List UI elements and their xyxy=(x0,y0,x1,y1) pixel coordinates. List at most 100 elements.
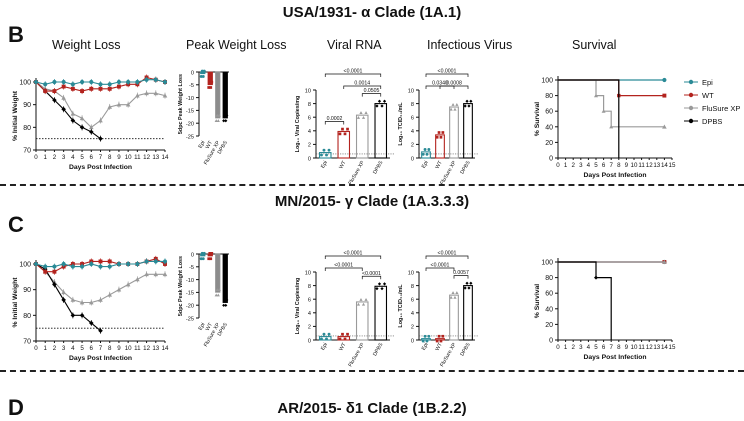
s2-virus-dot-dpbs-2 xyxy=(467,286,471,290)
s2-peak-y-tick-label-0: 0 xyxy=(191,252,194,258)
s2-weight-point-epi-2 xyxy=(52,264,57,269)
s1-rna-x-tick-label-3: DPBS xyxy=(372,160,385,176)
s2-peak-y-tick-label-1: -5 xyxy=(189,265,194,271)
s1-survival-censor-flusure-xp-2 xyxy=(594,93,598,98)
s2-weight-point-wt-7 xyxy=(98,259,103,264)
s2-weight-x-tick-label-2: 2 xyxy=(53,345,57,352)
s2-survival-x-tick-label-8: 8 xyxy=(617,344,621,351)
s2-weight-y-tick-label-1: 80 xyxy=(23,313,31,320)
s1-weight-point-epi-4 xyxy=(70,82,75,87)
s2-weight-point-epi-9 xyxy=(116,261,121,267)
s2-virus-x-tick-label-1: WT xyxy=(434,341,444,352)
s1-survival-y-tick-label-2: 40 xyxy=(545,124,553,131)
s1-weight-point-wt-4 xyxy=(70,86,75,91)
s2-weight-x-tick-label-12: 12 xyxy=(143,345,150,352)
s2-survival-x-tick-label-5: 5 xyxy=(594,344,598,351)
s1-weight-point-wt-7 xyxy=(98,86,103,91)
s2-survival-y-label: % Survival xyxy=(534,284,541,318)
s2-weight-x-tick-label-7: 7 xyxy=(99,345,103,352)
s2-survival-x-label: Days Post Infection xyxy=(583,354,646,361)
s1-survival-censor-flusure-xp-4 xyxy=(601,109,606,113)
s1-rna-pvalue-3: 0.0505 xyxy=(364,88,380,94)
s2-peak-dot-flusure-xp-3 xyxy=(217,288,221,291)
s1-weight-y-tick-label-1: 80 xyxy=(23,125,31,132)
s1-weight-point-wt-1 xyxy=(43,89,48,94)
s2-rna-dot-epi-3 xyxy=(327,332,331,336)
s1-rna-bar-flusure-xp xyxy=(355,114,369,159)
s1-weight-point-flusure-xp-9 xyxy=(116,102,122,107)
s1-virus-x-tick-label-0: Epi xyxy=(421,160,430,169)
s2-weight-point-dpbs-2 xyxy=(52,282,57,287)
s1-peak-y-tick-label-5: -25 xyxy=(186,134,194,140)
s1-survival-y-label: % Survival xyxy=(534,102,541,136)
s1-rna-bracket-2 xyxy=(324,121,345,125)
s1-weight-point-flusure-xp-8 xyxy=(107,104,113,109)
s2-rna-dot-wt-3 xyxy=(346,332,349,336)
legend-marker-2 xyxy=(688,105,694,110)
s2-weight-point-dpbs-7 xyxy=(98,328,103,334)
s1-rna-dot-flusure-xp-2 xyxy=(361,115,366,119)
s2-survival-y-tick-label-0: 0 xyxy=(549,338,553,345)
s1-virus-dot-wt-1 xyxy=(437,131,441,134)
s1-virus-y-tick-label-0: 0 xyxy=(411,156,414,162)
s1-virus-bar-epi xyxy=(421,151,431,159)
s2-survival-line-dpbs xyxy=(558,261,612,340)
s1-survival-x-tick-label-3: 3 xyxy=(579,162,583,169)
s2-survival-end-flusure-xp xyxy=(662,259,667,264)
s1-rna-bracket-1 xyxy=(343,85,382,89)
survival-title-1: Survival xyxy=(572,38,617,52)
s2-rna-dot-epi-1 xyxy=(322,332,326,336)
s1-survival-x-tick-label-1: 1 xyxy=(564,162,568,169)
s1-weight-x-tick-label-13: 13 xyxy=(152,154,159,161)
s2-rna-bracket-0 xyxy=(324,255,382,259)
s2-weight-point-flusure-xp-10 xyxy=(125,282,131,287)
s1-survival-x-tick-label-11: 11 xyxy=(638,162,645,169)
s1-peak-dot-flusure-xp-2 xyxy=(216,119,220,123)
s1-weight-x-label: Days Post Infection xyxy=(69,164,132,171)
s1-rna-dot-epi-3 xyxy=(327,148,331,152)
s1-rna-x-tick-label-2: FluSure XP xyxy=(348,160,367,186)
s1-weight-x-tick-label-11: 11 xyxy=(134,154,141,161)
s1-virus-y-tick-label-1: 2 xyxy=(411,143,414,149)
s2-survival-x-tick-label-6: 6 xyxy=(602,344,606,351)
s1-rna-dot-flusure-xp-0 xyxy=(356,115,361,119)
legend-swatch-svg-1 xyxy=(684,92,698,97)
s2-peak-dot-flusure-xp-2 xyxy=(216,293,220,297)
s1-virus-x-tick-label-3: DPBS xyxy=(459,160,472,176)
legend-swatch-svg-3 xyxy=(684,118,698,123)
s1-virus-dot-epi-2 xyxy=(425,152,429,156)
s2-weight-point-epi-13 xyxy=(153,259,158,264)
s1-virus-dot-epi-3 xyxy=(427,148,431,151)
s2-rna-dot-wt-2 xyxy=(343,337,347,341)
s1-rna-x-tick-label-1: WT xyxy=(338,159,348,170)
s2-virus-y-tick-label-4: 8 xyxy=(411,284,414,290)
s2-rna-bracket-1 xyxy=(324,267,363,271)
s1-peak-bar-dpbs xyxy=(222,71,228,119)
s2-virus-pvalue-0: <0.0001 xyxy=(438,251,457,257)
s2-weight-point-epi-1 xyxy=(43,264,48,269)
s2-rna-dot-flusure-xp-0 xyxy=(356,302,361,306)
s2-peak-y-tick-label-2: -10 xyxy=(186,278,194,284)
s1-weight-point-epi-6 xyxy=(89,79,94,85)
s2-peak-dot-wt-3 xyxy=(210,252,214,255)
s2-peak-dot-dpbs-1 xyxy=(223,298,227,302)
s1-peak-dot-epi-1 xyxy=(200,69,204,73)
s1-rna-x-tick-label-0: Epi xyxy=(320,160,329,169)
s1-rna-dot-epi-2 xyxy=(325,153,328,157)
s2-weight-x-tick-label-11: 11 xyxy=(134,345,141,352)
s2-survival-x-tick-label-7: 7 xyxy=(609,344,613,351)
s2-weight-x-label: Days Post Infection xyxy=(69,355,132,362)
s1-virus-pvalue-0: <0.0001 xyxy=(438,69,457,75)
s1-weight-point-dpbs-6 xyxy=(88,129,94,135)
s1-rna-dot-wt-0 xyxy=(338,132,342,136)
s2-rna-dot-flusure-xp-3 xyxy=(364,297,368,301)
s1-weight-point-dpbs-3 xyxy=(61,106,66,112)
s1-survival-x-tick-label-0: 0 xyxy=(556,162,560,169)
s2-virus-dot-epi-1 xyxy=(423,334,427,338)
s1-virus-x-tick-label-1: WT xyxy=(434,159,444,170)
s1-rna-y-tick-label-2: 4 xyxy=(308,129,311,135)
s2-peak-dot-epi-3 xyxy=(202,251,206,255)
s2-weight-point-dpbs-6 xyxy=(88,320,94,326)
s1-virus-dot-flusure-xp-3 xyxy=(455,103,459,106)
s1-weight-point-flusure-xp-6 xyxy=(88,125,94,130)
